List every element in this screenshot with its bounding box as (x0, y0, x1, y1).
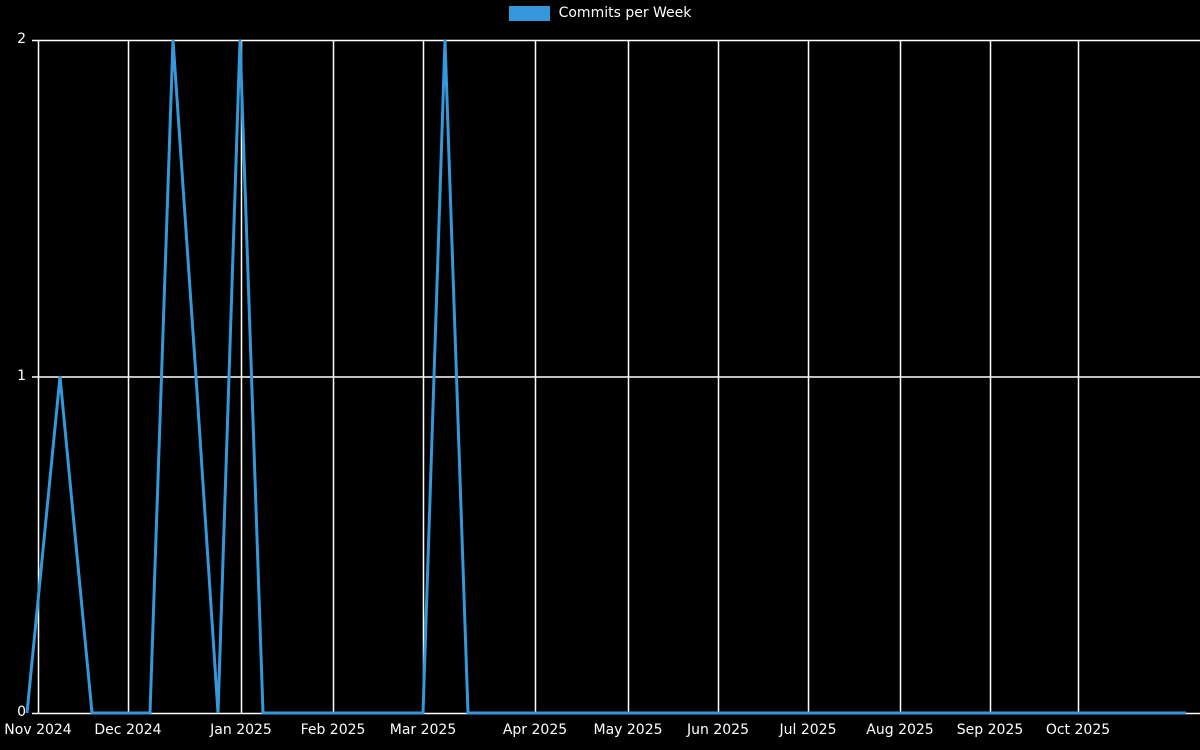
y-tick-label-1: 1 (17, 367, 26, 384)
x-tick-label-4: Mar 2025 (389, 722, 457, 738)
x-tick-label-11: Oct 2025 (1045, 722, 1111, 738)
x-tick-label-9: Aug 2025 (866, 722, 934, 738)
x-tick-label-6: May 2025 (593, 722, 663, 738)
x-tick-label-2: Jan 2025 (210, 722, 272, 738)
x-tick-label-5: Apr 2025 (502, 722, 568, 738)
x-tick-label-1: Dec 2024 (94, 722, 162, 738)
x-tick-label-7: Jun 2025 (687, 722, 749, 738)
y-tick-label-0: 0 (17, 704, 26, 720)
series-line-commits-per-week (25, 39, 1186, 715)
x-tick-label-3: Feb 2025 (300, 722, 366, 738)
y-gridlines (32, 39, 1200, 715)
x-tick-label-8: Jul 2025 (779, 722, 837, 738)
x-tick-label-10: Sep 2025 (956, 722, 1024, 738)
series-lines (25, 39, 1186, 715)
x-tick-label-0: Nov 2024 (4, 722, 72, 738)
y-tick-label-2: 2 (17, 31, 26, 47)
